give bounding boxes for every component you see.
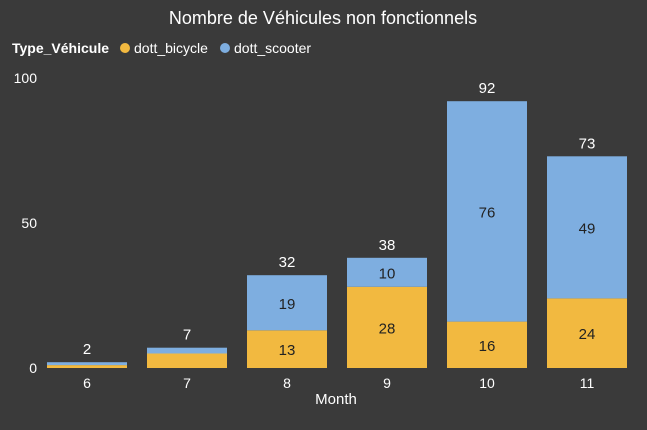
bar-total-label: 2 bbox=[83, 341, 91, 358]
bar-segment-dott_scooter[interactable] bbox=[47, 362, 127, 366]
bar-segment-dott_bicycle[interactable] bbox=[547, 298, 627, 368]
bar-segment-dott_bicycle[interactable] bbox=[47, 365, 127, 368]
y-tick-label: 0 bbox=[29, 360, 37, 376]
segment-value-label: 19 bbox=[279, 296, 296, 313]
segment-value-label: 24 bbox=[579, 326, 596, 343]
x-axis: 6 7 8 9 10 11 bbox=[83, 375, 594, 391]
bar-segment-dott_bicycle[interactable] bbox=[447, 321, 527, 368]
legend-marker-dott_bicycle bbox=[120, 43, 130, 53]
y-tick-label: 100 bbox=[14, 70, 38, 86]
bar-segment-dott_bicycle[interactable] bbox=[147, 353, 227, 369]
bar-total-label: 92 bbox=[479, 80, 496, 97]
x-tick-label: 6 bbox=[83, 375, 91, 391]
x-tick-label: 7 bbox=[183, 375, 191, 391]
bar-segment-dott_scooter[interactable] bbox=[447, 101, 527, 322]
bar-segment-dott_bicycle[interactable] bbox=[347, 286, 427, 368]
segment-value-label: 13 bbox=[279, 342, 296, 359]
x-axis-title: Month bbox=[315, 391, 357, 408]
y-tick-label: 50 bbox=[21, 215, 37, 231]
legend-title: Type_Véhicule bbox=[12, 40, 109, 56]
legend-label-dott_scooter: dott_scooter bbox=[234, 40, 311, 56]
legend-marker-dott_scooter bbox=[220, 43, 230, 53]
x-tick-label: 9 bbox=[383, 375, 391, 391]
x-tick-label: 10 bbox=[479, 375, 495, 391]
x-tick-label: 11 bbox=[580, 375, 595, 391]
bars: 2 7 13 19 32 28 10 38 16 76 92 24 49 73 bbox=[47, 80, 627, 368]
segment-value-label: 76 bbox=[479, 204, 496, 221]
bar-segment-dott_bicycle[interactable] bbox=[247, 330, 327, 368]
bar-segment-dott_scooter[interactable] bbox=[547, 156, 627, 299]
segment-value-label: 28 bbox=[379, 320, 396, 337]
legend-label-dott_bicycle: dott_bicycle bbox=[134, 40, 208, 56]
bar-total-label: 7 bbox=[183, 327, 191, 344]
bar-total-label: 32 bbox=[279, 254, 296, 271]
bar-segment-dott_scooter[interactable] bbox=[147, 347, 227, 354]
y-axis: 0 50 100 bbox=[14, 70, 38, 376]
bar-total-label: 73 bbox=[579, 135, 596, 152]
bar-total-label: 38 bbox=[379, 237, 396, 254]
chart-title: Nombre de Véhicules non fonctionnels bbox=[169, 8, 477, 28]
bar-segment-dott_scooter[interactable] bbox=[247, 275, 327, 331]
segment-value-label: 49 bbox=[579, 220, 596, 237]
bar-segment-dott_scooter[interactable] bbox=[347, 257, 427, 287]
segment-value-label: 10 bbox=[379, 265, 396, 282]
x-tick-label: 8 bbox=[283, 375, 291, 391]
segment-value-label: 16 bbox=[479, 338, 496, 355]
legend: Type_Véhicule dott_bicycle dott_scooter bbox=[12, 40, 311, 56]
